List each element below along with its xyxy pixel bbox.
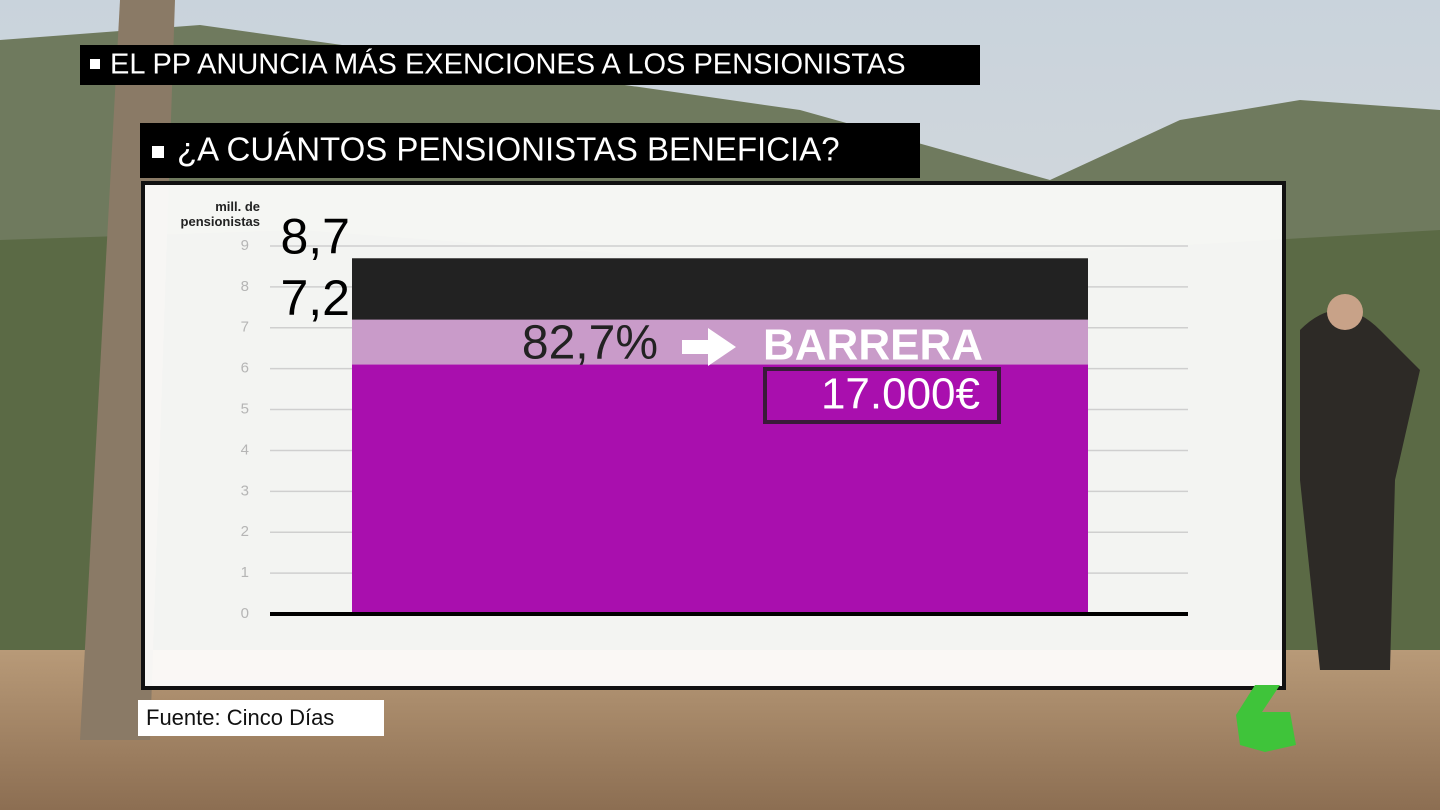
headline: EL PP ANUNCIA MÁS EXENCIONES A LOS PENSI… (110, 48, 906, 81)
person-head (1327, 294, 1363, 330)
person (1300, 310, 1420, 670)
annotation: BARRERA (763, 321, 983, 370)
source: Fuente: Cinco Días (146, 705, 334, 730)
y-tick-label: 9 (241, 237, 249, 254)
arrow (682, 328, 736, 366)
channel-logo (1236, 685, 1296, 752)
y-tick-label: 4 (241, 441, 249, 458)
y-tick-label: 1 (241, 564, 249, 581)
value-label: 8,7 (280, 208, 350, 264)
bullet (90, 59, 100, 69)
value-label: 7,2 (280, 270, 350, 326)
subtitle-box (140, 123, 920, 178)
y-axis-label: mill. de pensionistas (180, 199, 260, 229)
headline-box (80, 45, 980, 85)
y-tick-label: 0 (241, 605, 249, 622)
y-tick-label: 6 (241, 360, 249, 377)
source-box (138, 700, 384, 736)
y-tick-label: 5 (241, 401, 249, 418)
bar (352, 364, 1088, 614)
annotation: 17.000€ (821, 370, 980, 419)
annotation: 82,7% (522, 317, 658, 370)
y-tick-label: 2 (241, 523, 249, 540)
y-tick-label: 8 (241, 278, 249, 295)
annotation-box (763, 367, 1001, 424)
y-tick-label: 7 (241, 319, 249, 336)
bullet (152, 146, 164, 158)
subtitle: ¿A CUÁNTOS PENSIONISTAS BENEFICIA? (177, 131, 840, 168)
y-tick-label: 3 (241, 482, 249, 499)
